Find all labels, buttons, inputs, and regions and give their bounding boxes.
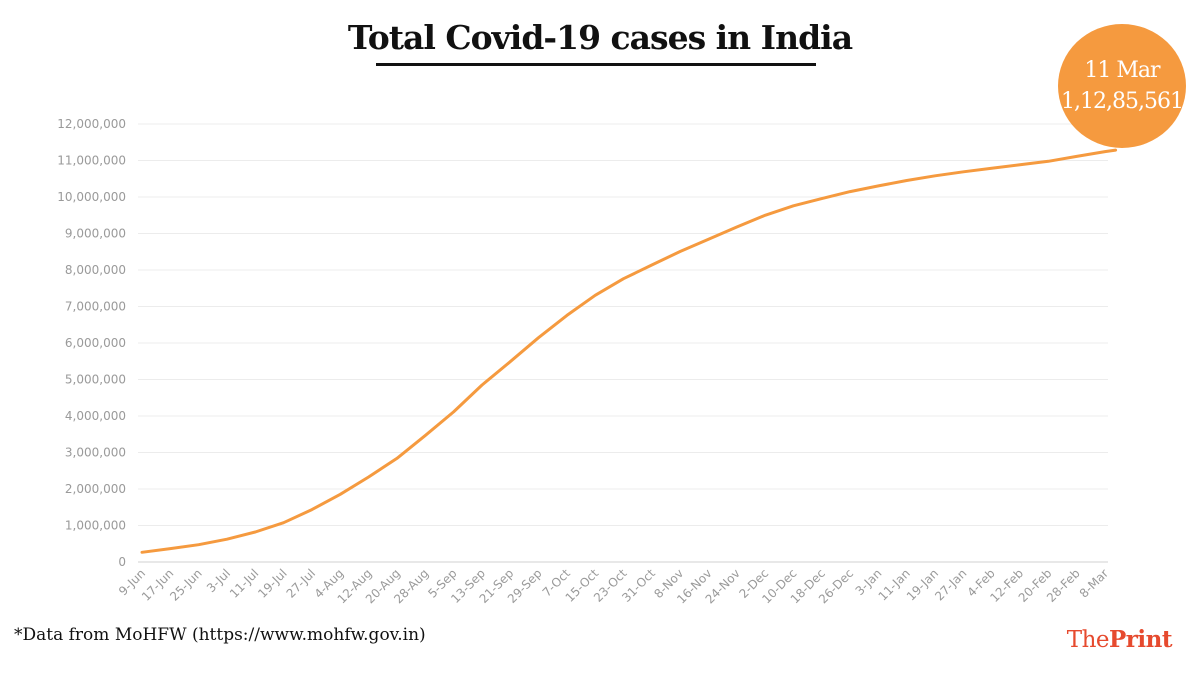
y-tick-label: 11,000,000 — [57, 154, 126, 168]
x-tick-label: 27-Jan — [932, 566, 969, 603]
y-tick-label: 10,000,000 — [57, 190, 126, 204]
x-tick-label: 8-Mar — [1077, 566, 1111, 600]
brand-part-1: The — [1066, 627, 1110, 653]
series-line-total-cases — [140, 148, 1118, 554]
chart-title: Total Covid-19 cases in India — [347, 18, 853, 57]
y-tick-label: 6,000,000 — [65, 336, 126, 350]
y-tick-label: 3,000,000 — [65, 446, 126, 460]
y-tick-label: 7,000,000 — [65, 300, 126, 314]
source-footnote: *Data from MoHFW (https://www.mohfw.gov.… — [14, 625, 426, 645]
title-underline — [376, 63, 816, 66]
y-tick-label: 2,000,000 — [65, 482, 126, 496]
y-tick-label: 1,000,000 — [65, 519, 126, 533]
y-tick-label: 12,000,000 — [57, 117, 126, 131]
brand-part-2: Print — [1109, 626, 1173, 653]
x-tick-label: 27-Jul — [284, 566, 318, 600]
callout-value: 1,12,85,561 — [1061, 89, 1184, 114]
y-tick-label: 5,000,000 — [65, 373, 126, 387]
y-tick-label: 9,000,000 — [65, 227, 126, 241]
brand-logo: ThePrint — [1066, 626, 1173, 653]
x-tick-label: 25-Jun — [167, 566, 204, 603]
y-tick-label: 0 — [118, 555, 126, 569]
grid-lines — [138, 123, 1108, 563]
y-tick-label: 4,000,000 — [65, 409, 126, 423]
callout-date: 11 Mar — [1084, 58, 1160, 83]
x-tick-label: 19-Jul — [255, 566, 289, 600]
latest-value-callout: 11 Mar 1,12,85,561 — [1058, 24, 1186, 148]
series-layer — [140, 148, 1118, 554]
y-axis: 0 1,000,000 2,000,000 3,000,000 4,000,000 5,0… — [57, 117, 126, 569]
x-tick-label: 11-Jul — [227, 566, 261, 600]
y-tick-label: 8,000,000 — [65, 263, 126, 277]
